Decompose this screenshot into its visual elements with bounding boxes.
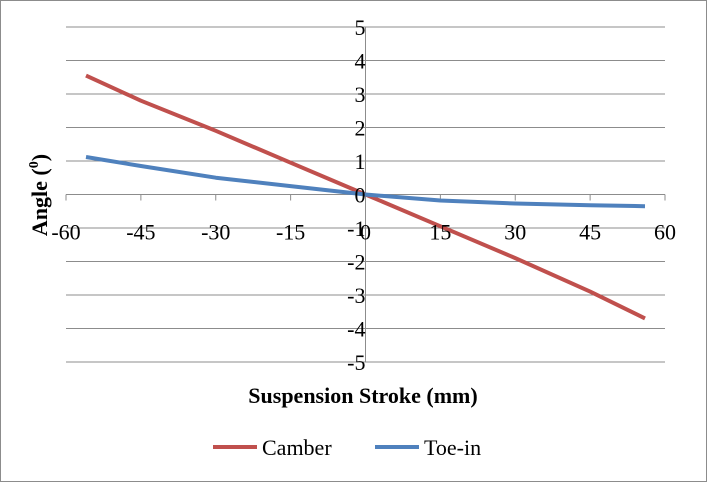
y-axis-title-superscript: 0 [27, 161, 42, 168]
x-tick-label-5: 15 [429, 220, 451, 245]
x-tick-label-7: 45 [579, 220, 601, 245]
x-tick-labels: -60 -45 -30 -15 0 15 30 45 60 [51, 220, 676, 245]
y-tick-label-9: -4 [347, 317, 365, 342]
legend-label-camber: Camber [262, 435, 332, 460]
y-tick-label-6: -1 [347, 216, 365, 241]
x-tick-label-1: -45 [126, 220, 155, 245]
y-tick-label-0: 5 [355, 15, 366, 40]
x-tick-label-8: 60 [654, 220, 676, 245]
y-tick-label-2: 3 [355, 82, 366, 107]
x-axis-title: Suspension Stroke (mm) [248, 383, 477, 408]
legend: Camber Toe-in [213, 435, 481, 460]
y-tick-label-10: -5 [347, 350, 365, 375]
y-tick-label-7: -2 [347, 250, 365, 275]
x-tick-label-0: -60 [51, 220, 80, 245]
y-tick-label-5: 0 [355, 183, 366, 208]
y-tick-label-8: -3 [347, 283, 365, 308]
legend-label-toe-in: Toe-in [424, 435, 481, 460]
series-line-toe-in [85, 155, 646, 209]
y-tick-label-4: 1 [355, 149, 366, 174]
y-tick-labels: 5 4 3 2 1 0 -1 -2 -3 -4 -5 [347, 15, 365, 375]
y-axis-title-close: ) [27, 154, 52, 161]
y-tick-label-3: 2 [355, 116, 366, 141]
x-tick-label-3: -15 [276, 220, 305, 245]
x-tick-label-2: -30 [201, 220, 230, 245]
y-axis-title: Angle (0) [27, 154, 52, 236]
x-tick-label-4: 0 [360, 220, 371, 245]
y-tick-label-1: 4 [355, 49, 366, 74]
series-lines [85, 73, 646, 321]
x-tick-label-6: 30 [504, 220, 526, 245]
